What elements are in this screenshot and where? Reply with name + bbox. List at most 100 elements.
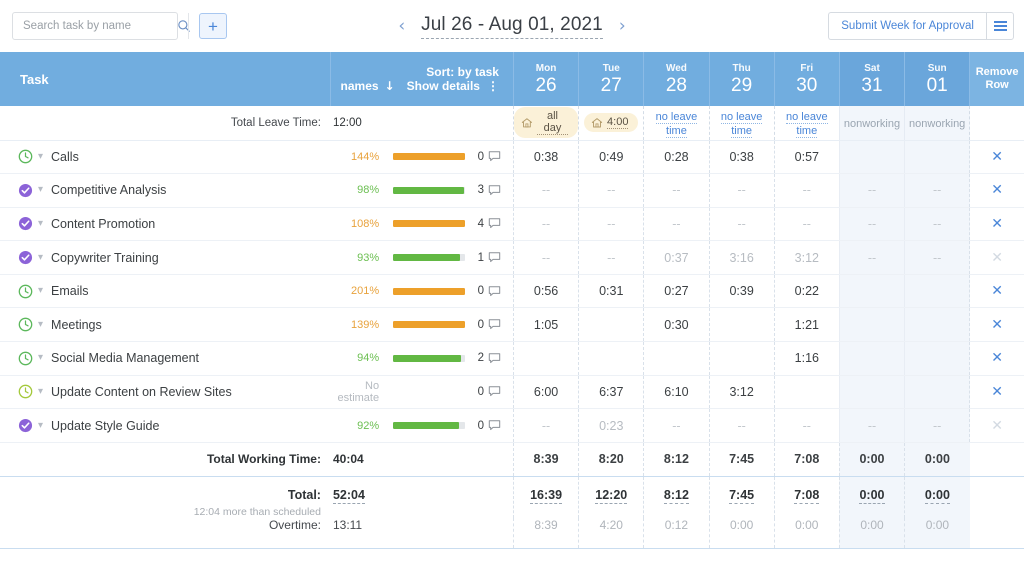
column-header-day-1[interactable]: Tue 27 <box>578 52 644 106</box>
time-cell-day-0[interactable]: -- <box>512 240 579 275</box>
prev-week-button[interactable]: ‹ <box>398 15 406 36</box>
time-cell-day-1[interactable]: -- <box>578 173 644 208</box>
task-comments[interactable]: 2 <box>471 341 514 376</box>
time-cell-day-2[interactable]: 0:27 <box>643 274 710 309</box>
remove-row-icon[interactable]: ✕ <box>991 316 1003 333</box>
time-cell-day-2[interactable]: 0:37 <box>643 240 710 275</box>
time-cell-day-5[interactable] <box>838 341 905 376</box>
comment-icon[interactable] <box>488 217 501 230</box>
table-row[interactable]: ▾ Social Media Management 94% 2 1:16 ✕ <box>0 341 1024 376</box>
time-cell-day-3[interactable] <box>708 307 775 343</box>
time-cell-day-0[interactable]: -- <box>512 408 579 443</box>
remove-row-cell[interactable]: ✕ <box>969 240 1024 275</box>
task-name-cell[interactable]: ▾ Competitive Analysis <box>0 173 331 208</box>
task-name-cell[interactable]: ▾ Meetings <box>0 307 331 343</box>
leave-badge[interactable]: 4:00 <box>584 113 639 133</box>
chevron-down-icon[interactable]: ▾ <box>38 352 44 364</box>
no-leave-time-link[interactable]: no leave time <box>655 110 698 138</box>
leave-cell-day-5[interactable]: nonworking <box>838 106 905 141</box>
time-cell-day-2[interactable]: -- <box>643 408 710 443</box>
table-row[interactable]: ▾ Update Content on Review Sites No estima… <box>0 375 1024 410</box>
time-cell-day-5[interactable]: -- <box>838 207 905 242</box>
task-name-cell[interactable]: ▾ Copywriter Training <box>0 240 331 275</box>
hamburger-menu-button[interactable] <box>986 12 1014 40</box>
time-cell-day-4[interactable] <box>773 375 840 410</box>
leave-cell-day-4[interactable]: no leave time <box>773 106 840 141</box>
sort-arrow-icon[interactable]: ↓ <box>384 79 395 93</box>
time-cell-day-6[interactable] <box>904 274 970 309</box>
grand-total-day-0[interactable]: 16:39 <box>512 476 579 519</box>
remove-row-icon[interactable]: ✕ <box>991 148 1003 165</box>
column-header-day-0[interactable]: Mon 26 <box>512 52 579 106</box>
time-cell-day-4[interactable]: 0:22 <box>773 274 840 309</box>
time-cell-day-3[interactable]: 0:39 <box>708 274 775 309</box>
time-cell-day-0[interactable]: -- <box>512 207 579 242</box>
clock-icon[interactable] <box>18 384 33 399</box>
column-header-day-4[interactable]: Fri 30 <box>773 52 840 106</box>
leave-cell-day-2[interactable]: no leave time <box>643 106 710 141</box>
no-leave-time-link[interactable]: no leave time <box>720 110 763 138</box>
task-comments[interactable]: 0 <box>471 375 514 410</box>
task-comments[interactable]: 0 <box>471 140 514 175</box>
task-comments[interactable]: 3 <box>471 173 514 208</box>
comment-icon[interactable] <box>488 385 501 398</box>
table-row[interactable]: ▾ Emails 201% 0 0:56 0:31 0:27 0:39 0:22 ✕ <box>0 274 1024 309</box>
task-name-cell[interactable]: ▾ Social Media Management <box>0 341 331 376</box>
comment-icon[interactable] <box>488 285 501 298</box>
grand-total-day-5[interactable]: 0:00 <box>838 476 905 519</box>
task-comments[interactable]: 4 <box>471 207 514 242</box>
grand-total-day-4[interactable]: 7:08 <box>773 476 840 519</box>
week-range-label[interactable]: Jul 26 - Aug 01, 2021 <box>421 14 603 39</box>
time-cell-day-6[interactable]: -- <box>904 408 970 443</box>
time-cell-day-2[interactable] <box>643 341 710 376</box>
time-cell-day-3[interactable]: 3:12 <box>708 375 775 410</box>
time-cell-day-1[interactable] <box>578 341 644 376</box>
chevron-down-icon[interactable]: ▾ <box>38 318 44 330</box>
time-cell-day-2[interactable]: -- <box>643 207 710 242</box>
time-cell-day-1[interactable]: -- <box>578 240 644 275</box>
chevron-down-icon[interactable]: ▾ <box>38 217 44 229</box>
time-cell-day-2[interactable]: 0:30 <box>643 307 710 343</box>
time-cell-day-4[interactable]: 1:16 <box>773 341 840 376</box>
chevron-down-icon[interactable]: ▾ <box>38 251 44 263</box>
time-cell-day-1[interactable] <box>578 307 644 343</box>
chevron-down-icon[interactable]: ▾ <box>38 184 44 196</box>
time-cell-day-1[interactable]: 0:31 <box>578 274 644 309</box>
remove-row-cell[interactable]: ✕ <box>969 274 1024 309</box>
remove-row-icon[interactable]: ✕ <box>991 383 1003 400</box>
grand-total-day-1[interactable]: 12:20 <box>578 476 644 519</box>
grand-total-day-2[interactable]: 8:12 <box>643 476 710 519</box>
comment-icon[interactable] <box>488 184 501 197</box>
time-cell-day-4[interactable]: -- <box>773 207 840 242</box>
column-header-day-5[interactable]: Sat 31 <box>838 52 905 106</box>
task-name-cell[interactable]: ▾ Emails <box>0 274 331 309</box>
comment-icon[interactable] <box>488 251 501 264</box>
leave-cell-day-1[interactable]: 4:00 <box>578 106 644 141</box>
leave-cell-day-6[interactable]: nonworking <box>904 106 970 141</box>
clock-icon[interactable] <box>18 149 33 164</box>
time-cell-day-5[interactable]: -- <box>838 240 905 275</box>
show-details-button[interactable]: Show details <box>406 79 480 93</box>
task-comments[interactable]: 0 <box>471 307 514 343</box>
time-cell-day-5[interactable]: -- <box>838 173 905 208</box>
chevron-down-icon[interactable]: ▾ <box>38 150 44 162</box>
time-cell-day-4[interactable]: 3:12 <box>773 240 840 275</box>
submit-week-button[interactable]: Submit Week for Approval <box>828 12 986 40</box>
time-cell-day-6[interactable]: -- <box>904 207 970 242</box>
no-leave-time-link[interactable]: no leave time <box>786 110 828 138</box>
clock-icon[interactable] <box>18 284 33 299</box>
time-cell-day-2[interactable]: 0:28 <box>643 140 710 175</box>
time-cell-day-0[interactable]: 0:38 <box>512 140 579 175</box>
leave-cell-day-0[interactable]: all day <box>512 106 579 141</box>
time-cell-day-4[interactable]: -- <box>773 173 840 208</box>
grand-total-day-3[interactable]: 7:45 <box>708 476 775 519</box>
table-row[interactable]: ▾ Copywriter Training 93% 1 -- -- 0:37 3:16 3:12… <box>0 240 1024 275</box>
search-box[interactable] <box>12 12 190 40</box>
time-cell-day-3[interactable]: 3:16 <box>708 240 775 275</box>
remove-row-cell[interactable]: ✕ <box>969 375 1024 410</box>
comment-icon[interactable] <box>488 150 501 163</box>
time-cell-day-6[interactable]: -- <box>904 240 970 275</box>
remove-row-cell[interactable]: ✕ <box>969 173 1024 208</box>
time-cell-day-2[interactable]: 6:10 <box>643 375 710 410</box>
check-circle-icon[interactable] <box>18 183 33 198</box>
